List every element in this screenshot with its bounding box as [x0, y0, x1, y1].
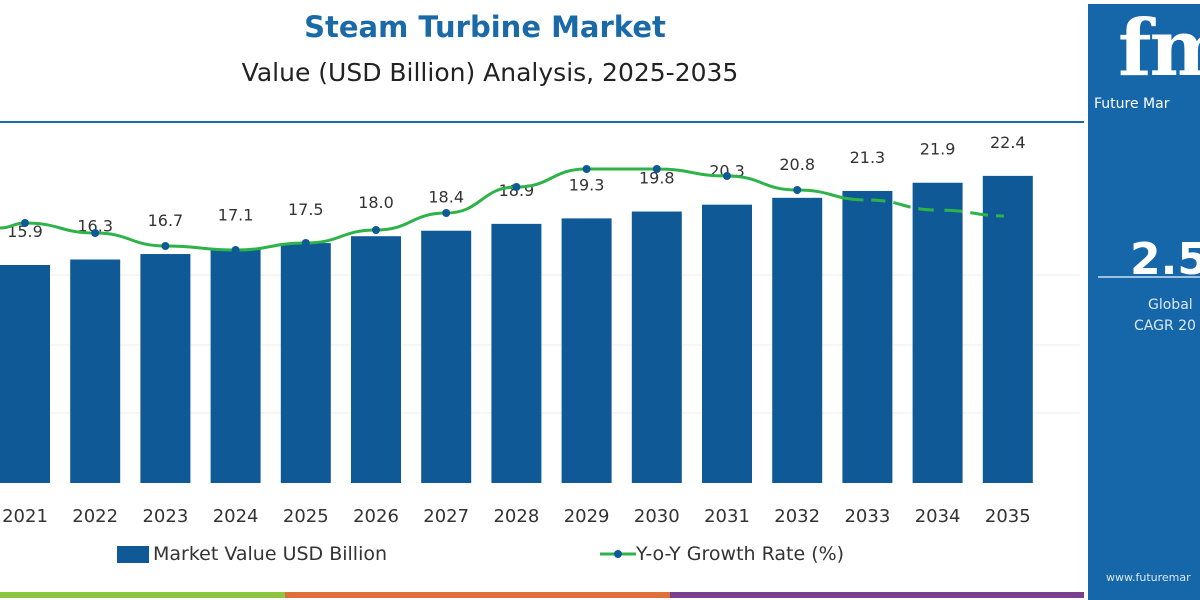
growth-point-2027 [442, 209, 451, 217]
legend-bar-label: Market Value USD Billion [153, 543, 388, 565]
legend-line-swatch [600, 550, 636, 558]
x-tick-2028: 2028 [493, 506, 539, 527]
stripe-green [0, 592, 285, 598]
growth-point-2024 [231, 246, 240, 254]
chart-title: Steam Turbine Market [304, 10, 666, 44]
growth-point-2030 [652, 165, 661, 173]
x-tick-2034: 2034 [915, 506, 961, 527]
growth-line-forecast [867, 198, 1008, 218]
growth-point-2033 [863, 196, 872, 204]
bar-2026 [351, 236, 401, 483]
legend-bar[interactable]: Market Value USD Billion [117, 543, 387, 565]
bar-2031 [702, 204, 752, 483]
growth-point-2028 [512, 183, 521, 191]
growth-point-2031 [723, 172, 731, 180]
bar-label-2026: 18.0 [358, 193, 394, 212]
x-tick-2023: 2023 [142, 506, 188, 527]
brand-name: Future Mar [1094, 96, 1170, 112]
bar-label-2035: 22.4 [990, 133, 1026, 152]
x-tick-2033: 2033 [844, 506, 890, 527]
legend-line-label: Y-o-Y Growth Rate (%) [636, 543, 845, 565]
website-link[interactable]: www.futuremar [1106, 571, 1191, 584]
growth-point-2022 [91, 229, 100, 237]
x-tick-2025: 2025 [283, 506, 329, 527]
bar-2029 [561, 218, 612, 483]
x-tick-2021: 2021 [2, 506, 48, 527]
panel-divider [1098, 276, 1200, 278]
summary-panel: fmi Future Mar 2.5 Global CAGR 20 www.fu… [1088, 4, 1200, 600]
legend-line[interactable]: Y-o-Y Growth Rate (%) [600, 543, 844, 565]
growth-line [0, 167, 868, 252]
legend-bar-swatch [117, 545, 149, 563]
bar-2035 [982, 175, 1033, 484]
growth-point-2025 [301, 239, 310, 247]
growth-point-2029 [582, 165, 591, 173]
bar-label-2027: 18.4 [428, 188, 464, 207]
bar-label-2025: 17.5 [288, 200, 324, 219]
x-tick-2030: 2030 [634, 506, 680, 527]
chart-plot: 15.9 2021 16.3 2022 16.7 2023 17.1 2024 17.5 2025… [0, 133, 1080, 527]
bar-2033 [842, 190, 893, 483]
stripe-purple [670, 592, 1084, 598]
bar-label-2033: 21.3 [850, 148, 886, 167]
bar-2022 [70, 259, 121, 483]
bar-2023 [140, 254, 191, 483]
stripe-orange [285, 592, 670, 598]
bar-label-2030: 19.8 [639, 169, 675, 188]
x-tick-2026: 2026 [353, 506, 399, 527]
growth-point-2034 [933, 206, 942, 214]
bar-label-2024: 17.1 [218, 206, 254, 225]
growth-point-2032 [793, 186, 802, 194]
growth-point-2026 [372, 226, 380, 234]
bar-label-2032: 20.8 [779, 155, 815, 174]
bar-2021 [0, 265, 50, 483]
x-tick-2032: 2032 [774, 506, 820, 527]
bar-2027 [421, 230, 472, 483]
header-divider [0, 121, 1084, 123]
x-tick-2031: 2031 [704, 506, 750, 527]
growth-point-2021 [21, 219, 29, 227]
x-tick-2027: 2027 [423, 506, 469, 527]
x-tick-2029: 2029 [564, 506, 610, 527]
bar-2032 [772, 197, 823, 483]
chart-subtitle: Value (USD Billion) Analysis, 2025-2035 [241, 58, 739, 87]
bar-2030 [631, 211, 682, 483]
bar-label-2034: 21.9 [920, 140, 956, 159]
x-tick-2024: 2024 [213, 506, 259, 527]
cagr-label: CAGR 20 [1134, 318, 1196, 334]
x-tick-2035: 2035 [985, 506, 1031, 527]
bar-label-2022: 16.3 [77, 217, 113, 236]
bar-label-2023: 16.7 [148, 211, 184, 230]
global-label: Global [1148, 297, 1193, 313]
growth-point-2023 [161, 242, 170, 250]
growth-point-2035 [1003, 212, 1012, 220]
bar-2024 [210, 248, 261, 483]
bar-2025 [280, 243, 331, 483]
bar-label-2021: 15.9 [7, 222, 43, 241]
x-tick-2022: 2022 [72, 506, 118, 527]
fmi-logo: fmi [1118, 4, 1200, 94]
bar-2028 [491, 223, 542, 483]
bar-label-2029: 19.3 [569, 175, 605, 194]
bar-2034 [912, 182, 963, 484]
